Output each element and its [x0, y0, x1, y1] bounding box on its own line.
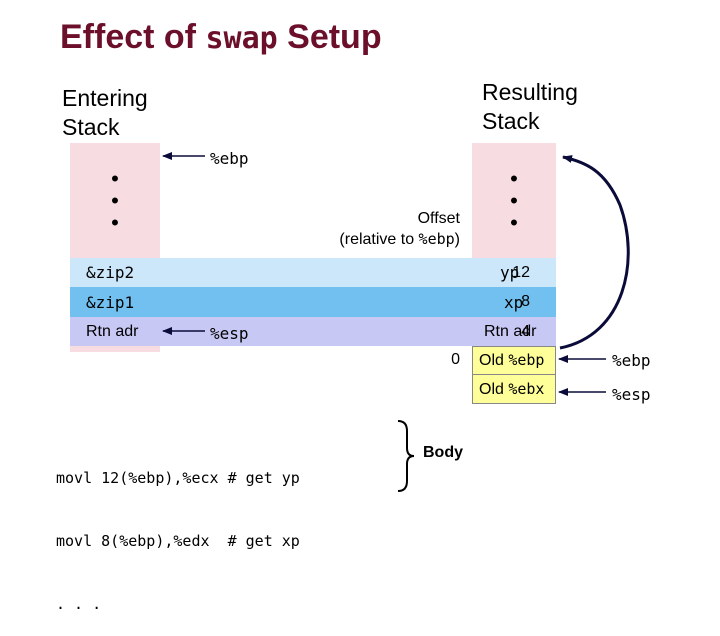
offset-note-line2: (relative to %ebp): [300, 229, 460, 250]
stack-cell-old-ebx: Old %ebx: [472, 375, 556, 404]
esp-pointer-label-left: %esp: [210, 324, 249, 343]
row-offset: 12: [512, 263, 530, 281]
body-brace: [397, 420, 415, 492]
body-label: Body: [423, 444, 463, 461]
row-offset: 4: [521, 322, 530, 340]
offset-note-suffix: ): [454, 231, 460, 248]
title-prefix: Effect of: [60, 18, 206, 56]
old-ebx-label: Old %ebx: [473, 380, 544, 399]
code-line: . . .: [56, 595, 102, 613]
entering-stack-upper: • • •: [70, 143, 160, 258]
offset-note-prefix: (relative to: [339, 231, 419, 248]
resulting-stack-line2: Stack: [482, 108, 540, 134]
entering-stack-line1: Entering: [62, 85, 148, 111]
entering-stack-line2: Stack: [62, 114, 120, 140]
ellipsis-dots-icon: • • •: [510, 165, 518, 235]
stack-cell-old-ebp: Old %ebp: [472, 346, 556, 375]
old-ebx-code: %ebx: [508, 379, 545, 398]
old-ebx-text: Old: [479, 380, 509, 398]
row-right-label: yp: [500, 263, 520, 282]
entering-stack-heading: Entering Stack: [62, 84, 148, 142]
row-left-label: &zip1: [86, 292, 135, 312]
stack-row-rtn-adr: Rtn adr 4 Rtn adr: [70, 317, 556, 346]
row-left-label: &zip2: [86, 263, 135, 282]
stack-row-zip1: &zip1 8 xp: [70, 287, 556, 317]
slide-title: Effect of swap Setup: [60, 18, 382, 57]
row-left-label: Rtn adr: [86, 322, 139, 340]
arrows-layer: [162, 152, 630, 492]
ebp-pointer-label-right: %ebp: [612, 351, 651, 370]
esp-pointer-label-right: %esp: [612, 385, 651, 404]
resulting-stack-heading: Resulting Stack: [482, 78, 578, 136]
row-right-label: Rtn adr: [484, 322, 537, 340]
saved-ebp-link-arrow: [559, 155, 630, 350]
stack-row-zip2: &zip2 12 yp: [70, 258, 556, 287]
offset-note: Offset (relative to %ebp): [300, 209, 460, 250]
title-suffix: Setup: [277, 18, 382, 56]
code-line: movl 12(%ebp),%ecx # get yp: [56, 469, 300, 487]
entering-stack-bottom: [70, 346, 160, 352]
row-right-label: xp: [504, 292, 524, 312]
offset-note-line1: Offset: [417, 210, 460, 227]
ebp-pointer-label-left: %ebp: [210, 149, 249, 168]
resulting-stack-line1: Resulting: [482, 79, 578, 105]
offset-note-code: %ebp: [418, 230, 455, 248]
old-ebp-text: Old: [479, 352, 509, 369]
old-ebp-label: Old %ebp: [473, 351, 544, 370]
row-offset: 8: [521, 293, 530, 310]
ellipsis-dots-icon: • • •: [111, 165, 119, 235]
title-code: swap: [205, 21, 278, 56]
resulting-stack-upper: • • •: [472, 143, 556, 258]
old-ebp-code: %ebp: [508, 351, 545, 369]
row-offset-zero: 0: [451, 351, 460, 368]
